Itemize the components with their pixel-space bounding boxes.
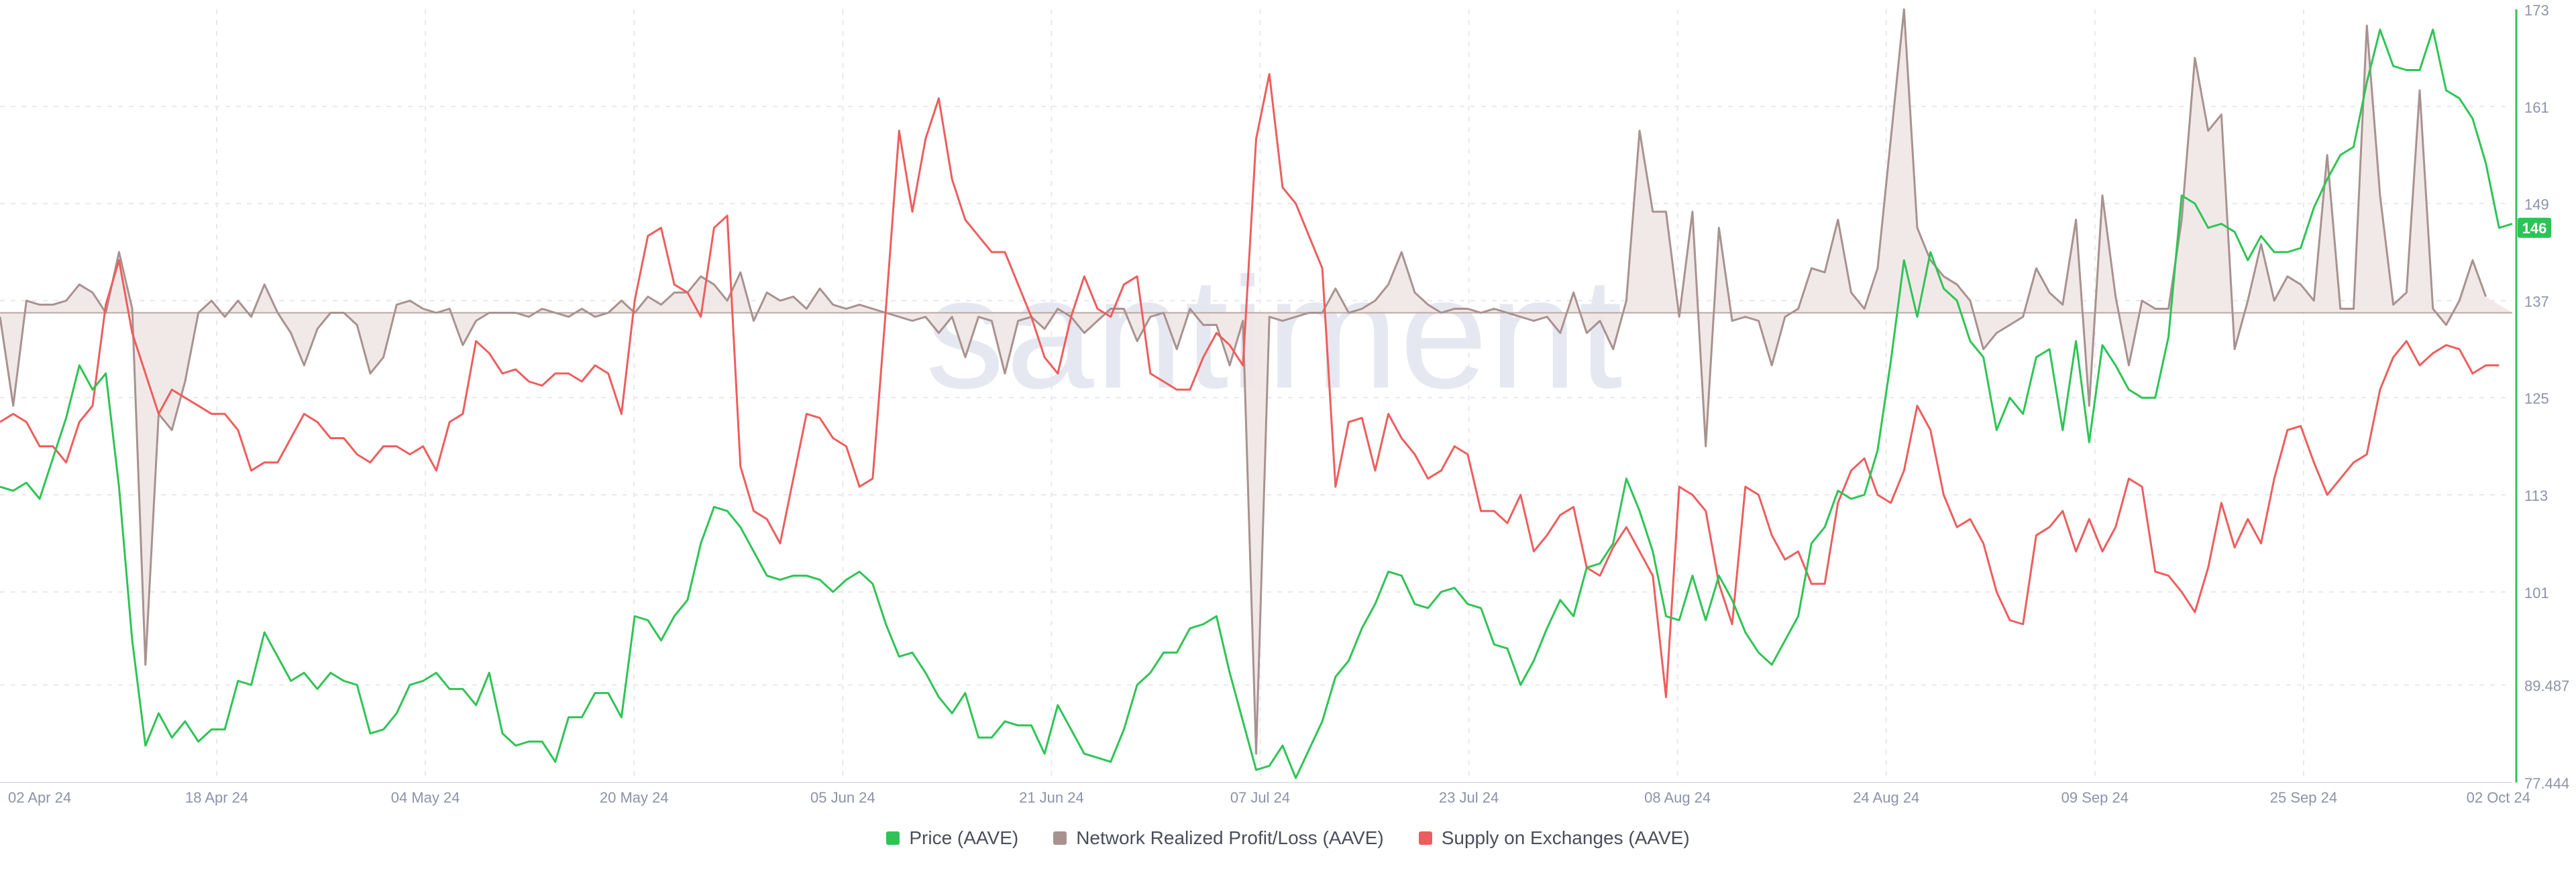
y-tick-label: 101 [2524, 585, 2549, 601]
realized-profit-loss-fill [0, 9, 2512, 754]
x-tick-label: 18 Apr 24 [185, 789, 248, 806]
x-tick-label: 02 Apr 24 [8, 789, 71, 806]
legend-label-supply-on-exchanges: Supply on Exchanges (AAVE) [1441, 827, 1690, 848]
x-tick-label: 25 Sep 24 [2270, 789, 2337, 806]
y-tick-label: 113 [2524, 487, 2548, 504]
legend-swatch-price [886, 831, 900, 845]
y-tick-label: 77.444 [2524, 775, 2569, 792]
y-tick-label: 89.487 [2524, 678, 2569, 695]
price-line [0, 28, 2513, 779]
current-price-badge [2518, 217, 2551, 238]
y-tick-label: 137 [2524, 293, 2549, 310]
y-tick-label: 125 [2524, 390, 2549, 407]
x-tick-label: 24 Aug 24 [1853, 789, 1919, 806]
x-tick-label: 09 Sep 24 [2061, 789, 2129, 806]
x-tick-label: 04 May 24 [391, 789, 460, 806]
legend-item-supply-on-exchanges[interactable]: Supply on Exchanges (AAVE) [1418, 827, 1690, 849]
axes: 173 161 149 137 125 113 101 89.487 77.444 02 Apr … [0, 2, 2569, 806]
legend-swatch-realized-profit-loss [1053, 831, 1067, 845]
supply-on-exchanges-line [0, 73, 2500, 699]
legend: Price (AAVE) Network Realized Profit/Los… [0, 823, 2576, 853]
x-tick-label: 21 Jun 24 [1019, 789, 1084, 806]
x-tick-label: 08 Aug 24 [1644, 789, 1711, 806]
series-lines [0, 8, 2513, 779]
x-tick-label: 07 Jul 24 [1230, 789, 1290, 806]
y-tick-label: 161 [2524, 99, 2549, 116]
y-tick-label: 149 [2524, 196, 2549, 213]
santiment-watermark: santiment [925, 245, 1623, 422]
legend-swatch-supply-on-exchanges [1418, 831, 1432, 845]
x-tick-label: 20 May 24 [600, 789, 669, 806]
legend-label-price: Price (AAVE) [909, 827, 1019, 848]
realized-profit-loss-line [0, 8, 2487, 755]
legend-label-realized-profit-loss: Network Realized Profit/Loss (AAVE) [1076, 827, 1384, 848]
y-tick-label: 173 [2524, 2, 2549, 19]
realized-profit-loss-area [0, 9, 2512, 754]
x-tick-label: 05 Jun 24 [810, 789, 875, 806]
legend-item-price[interactable]: Price (AAVE) [886, 827, 1018, 849]
x-tick-label: 02 Oct 24 [2467, 789, 2530, 806]
x-tick-label: 23 Jul 24 [1439, 789, 1499, 806]
legend-item-realized-profit-loss[interactable]: Network Realized Profit/Loss (AAVE) [1053, 827, 1384, 849]
current-price-label: 146 [2522, 220, 2547, 237]
